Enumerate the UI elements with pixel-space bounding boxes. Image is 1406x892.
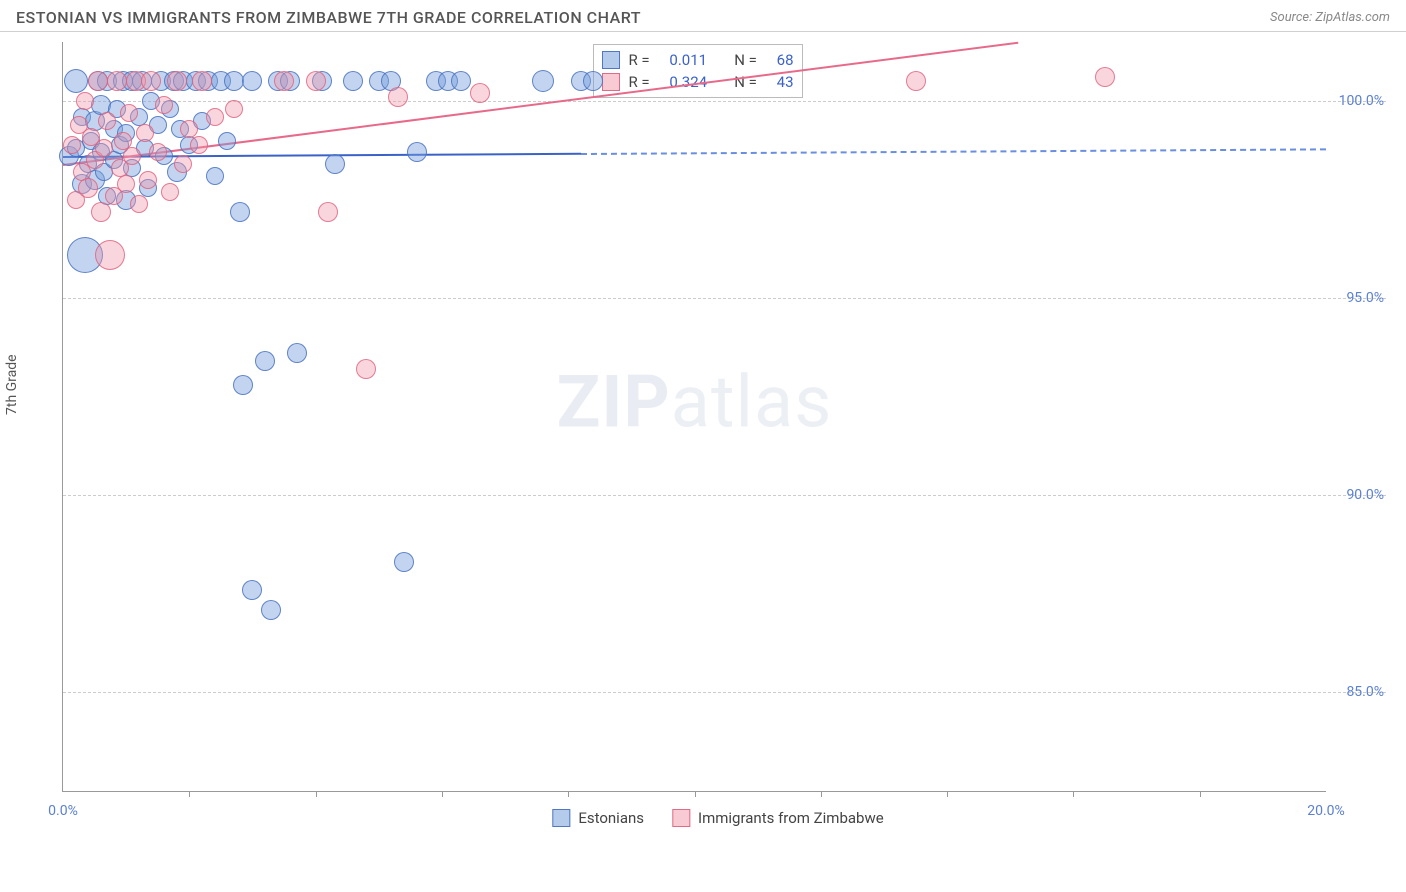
scatter-point <box>190 136 208 154</box>
scatter-point <box>141 71 161 91</box>
scatter-point <box>76 92 94 110</box>
legend-item: Immigrants from Zimbabwe <box>672 809 884 827</box>
scatter-point <box>233 375 253 395</box>
x-tick-label: 20.0% <box>1307 803 1345 819</box>
chart-header: ESTONIAN VS IMMIGRANTS FROM ZIMBABWE 7TH… <box>0 0 1406 32</box>
scatter-point <box>88 71 108 91</box>
scatter-point <box>242 71 262 91</box>
scatter-point <box>107 71 127 91</box>
chart-source: Source: ZipAtlas.com <box>1270 10 1390 25</box>
legend-item: Estonians <box>552 809 644 827</box>
stat-n-value: 68 <box>777 51 794 69</box>
legend-label: Immigrants from Zimbabwe <box>698 809 884 827</box>
scatter-point <box>255 351 275 371</box>
scatter-point <box>318 202 338 222</box>
x-tick-mark <box>316 791 317 797</box>
watermark-bold: ZIP <box>557 359 671 444</box>
legend-swatch <box>602 73 620 91</box>
gridline-horizontal <box>63 495 1386 496</box>
scatter-point <box>274 71 294 91</box>
chart-area: 7th Grade ZIPatlas R = 0.011 N = 68R = 0… <box>50 42 1386 832</box>
scatter-point <box>136 124 154 142</box>
y-axis-label: 7th Grade <box>4 354 20 415</box>
scatter-point <box>325 154 345 174</box>
x-tick-mark <box>695 791 696 797</box>
scatter-point <box>64 69 88 93</box>
gridline-horizontal <box>63 101 1386 102</box>
scatter-point <box>149 143 167 161</box>
y-tick-label: 95.0% <box>1346 290 1384 306</box>
scatter-point <box>394 552 414 572</box>
scatter-point <box>120 104 138 122</box>
x-tick-mark <box>442 791 443 797</box>
scatter-point <box>261 600 281 620</box>
scatter-point <box>356 359 376 379</box>
scatter-point <box>206 167 224 185</box>
scatter-point <box>95 240 125 270</box>
y-tick-label: 100.0% <box>1339 93 1384 109</box>
scatter-point <box>224 71 244 91</box>
scatter-point <box>470 83 490 103</box>
stats-legend-box: R = 0.011 N = 68R = 0.324 N = 43 <box>593 44 802 98</box>
scatter-point <box>230 202 250 222</box>
scatter-point <box>583 71 603 91</box>
plot-region: ZIPatlas R = 0.011 N = 68R = 0.324 N = 4… <box>62 42 1326 792</box>
x-tick-mark <box>568 791 569 797</box>
stat-n-value: 43 <box>777 73 794 91</box>
scatter-point <box>130 195 148 213</box>
scatter-point <box>343 71 363 91</box>
scatter-point <box>91 202 111 222</box>
watermark: ZIPatlas <box>557 359 833 444</box>
scatter-point <box>139 171 157 189</box>
stat-n-label: N = <box>734 51 757 69</box>
scatter-point <box>225 100 243 118</box>
trend-line <box>581 148 1326 155</box>
scatter-point <box>192 71 212 91</box>
chart-title: ESTONIAN VS IMMIGRANTS FROM ZIMBABWE 7TH… <box>16 8 641 27</box>
x-tick-mark <box>1200 791 1201 797</box>
scatter-point <box>78 178 98 198</box>
gridline-horizontal <box>63 692 1386 693</box>
scatter-point <box>242 580 262 600</box>
scatter-point <box>287 343 307 363</box>
y-tick-label: 90.0% <box>1346 487 1384 503</box>
scatter-point <box>117 175 135 193</box>
scatter-point <box>98 112 116 130</box>
scatter-point <box>63 136 81 154</box>
stats-row: R = 0.011 N = 68 <box>602 49 793 71</box>
scatter-point <box>218 132 236 150</box>
legend-swatch <box>602 51 620 69</box>
stat-r-value: 0.011 <box>669 51 707 69</box>
scatter-point <box>161 183 179 201</box>
legend-label: Estonians <box>578 809 644 827</box>
scatter-point <box>407 142 427 162</box>
y-tick-label: 85.0% <box>1346 684 1384 700</box>
scatter-point <box>388 87 408 107</box>
scatter-point <box>123 147 141 165</box>
scatter-point <box>155 96 173 114</box>
scatter-point <box>1095 67 1115 87</box>
scatter-point <box>95 139 113 157</box>
x-tick-mark <box>1073 791 1074 797</box>
x-tick-mark <box>947 791 948 797</box>
x-tick-label: 0.0% <box>48 803 78 819</box>
legend-swatch <box>672 809 690 827</box>
scatter-point <box>532 70 554 92</box>
gridline-horizontal <box>63 298 1386 299</box>
scatter-point <box>306 71 326 91</box>
series-legend: Estonians Immigrants from Zimbabwe <box>552 809 883 827</box>
watermark-rest: atlas <box>671 359 833 444</box>
x-tick-mark <box>189 791 190 797</box>
scatter-point <box>206 108 224 126</box>
scatter-point <box>174 155 192 173</box>
scatter-point <box>451 71 471 91</box>
scatter-point <box>167 71 187 91</box>
scatter-point <box>906 71 926 91</box>
x-tick-mark <box>821 791 822 797</box>
legend-swatch <box>552 809 570 827</box>
stat-r-label: R = <box>628 51 649 69</box>
